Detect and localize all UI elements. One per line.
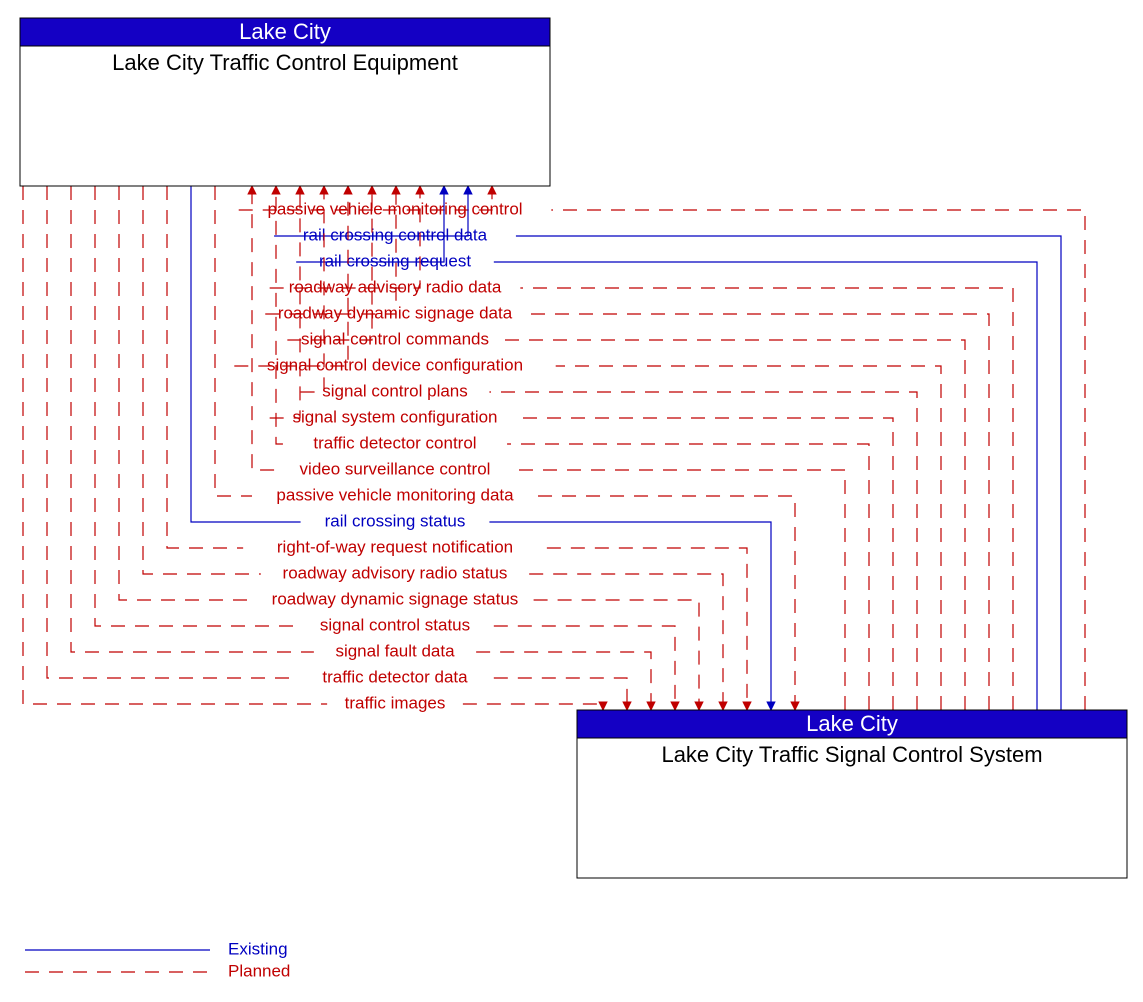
legend-planned: Planned <box>228 961 290 980</box>
flow-line <box>525 314 989 710</box>
flow-label: signal control status <box>320 615 470 634</box>
flow-line <box>119 186 256 600</box>
flow-line <box>516 236 1061 710</box>
source-box: Lake City Lake City Traffic Control Equip… <box>20 18 550 186</box>
flow-label: video surveillance control <box>300 459 491 478</box>
flow-label: rail crossing status <box>325 511 466 530</box>
flow-line <box>143 186 261 574</box>
flow-label: roadway dynamic signage status <box>272 589 519 608</box>
flow-line <box>270 186 300 418</box>
flow-label: roadway advisory radio data <box>289 277 502 296</box>
flow-label: roadway dynamic signage data <box>278 303 513 322</box>
flow-label: roadway advisory radio status <box>283 563 508 582</box>
flow-line <box>551 210 1085 710</box>
flow-line <box>95 186 296 626</box>
flow-line <box>494 678 627 710</box>
flow-label: signal control commands <box>301 329 489 348</box>
flow-line <box>463 704 603 710</box>
flow-label: rail crossing request <box>319 251 471 270</box>
target-box: Lake City Lake City Traffic Signal Contro… <box>577 710 1127 878</box>
flow-label: right-of-way request notification <box>277 537 513 556</box>
target-header: Lake City <box>806 711 898 736</box>
flow-label: rail crossing control data <box>303 225 488 244</box>
flow-line <box>534 600 699 710</box>
flow-line <box>215 186 252 496</box>
flow-line <box>547 548 747 710</box>
flow-label: traffic detector data <box>322 667 468 686</box>
flow-line <box>489 522 771 710</box>
flow-line <box>47 186 296 678</box>
flow-line <box>516 470 845 710</box>
flow-label: signal system configuration <box>292 407 497 426</box>
flow-label: passive vehicle monitoring data <box>276 485 514 504</box>
flow-line <box>520 288 1013 710</box>
legend: Existing Planned <box>25 939 290 980</box>
flow-label: signal control plans <box>322 381 468 400</box>
flow-label: signal control device configuration <box>267 355 523 374</box>
flow-line <box>494 626 675 710</box>
flow-line <box>507 444 869 710</box>
source-title: Lake City Traffic Control Equipment <box>112 50 458 75</box>
flow-line <box>167 186 243 548</box>
flow-line <box>494 262 1037 710</box>
flow-label: signal fault data <box>335 641 455 660</box>
legend-existing: Existing <box>228 939 288 958</box>
flow-line <box>503 340 965 710</box>
flow-line <box>529 574 723 710</box>
flow-line <box>476 652 651 710</box>
flow-label: passive vehicle monitoring control <box>267 199 522 218</box>
flow-line <box>520 418 893 710</box>
flow-line <box>489 392 917 710</box>
target-title: Lake City Traffic Signal Control System <box>661 742 1042 767</box>
flow-line <box>71 186 314 652</box>
flow-label: traffic detector control <box>313 433 476 452</box>
flow-line <box>252 186 274 470</box>
flow-label: traffic images <box>345 693 446 712</box>
source-header: Lake City <box>239 19 331 44</box>
